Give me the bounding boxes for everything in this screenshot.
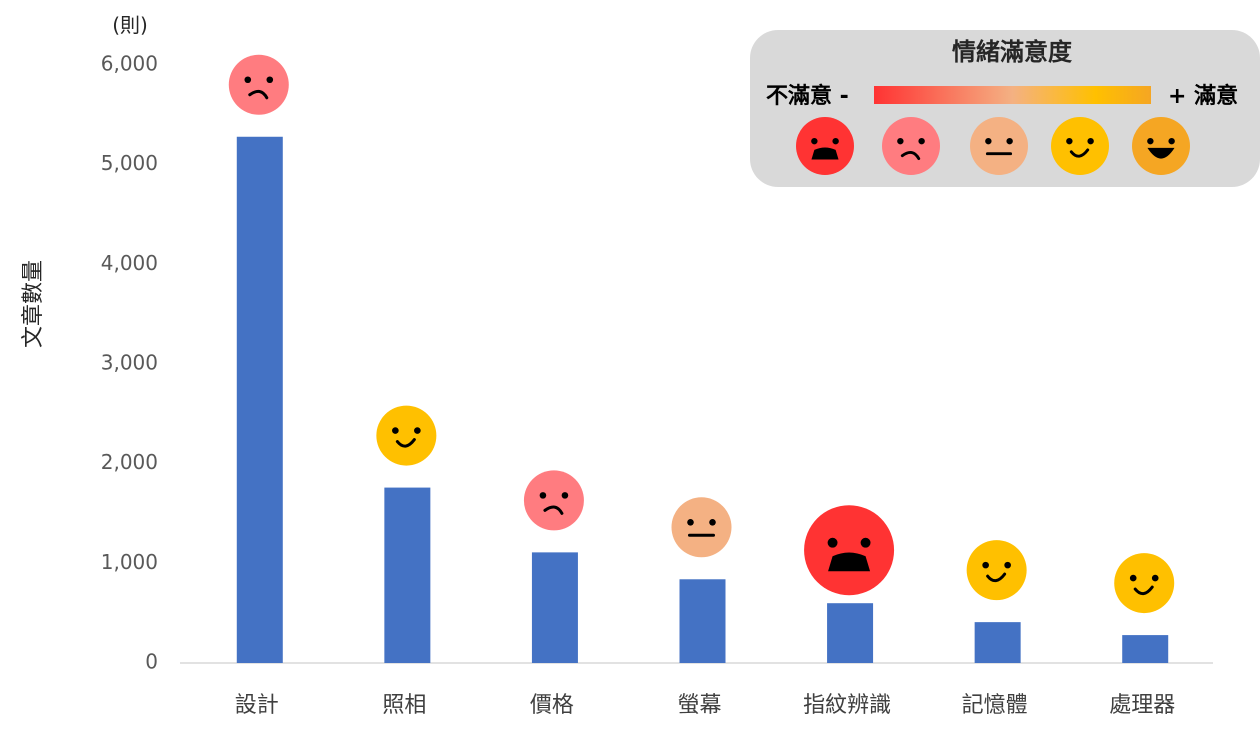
bar-2 <box>384 487 431 663</box>
x-tick-label: 照相 <box>382 693 426 718</box>
y-axis-title: 文章數量 <box>21 260 46 348</box>
x-tick-label: 記憶體 <box>962 693 1028 718</box>
x-tick-label: 處理器 <box>1109 693 1175 718</box>
legend-smile-face-icon <box>1051 117 1109 175</box>
legend-very-sad-face-icon <box>796 117 854 175</box>
x-tick-label: 螢幕 <box>677 693 721 718</box>
legend-low-label: 不滿意 - <box>766 83 849 109</box>
legend-grin-face-icon <box>1132 117 1190 175</box>
bar-sentiment-smile-face-icon <box>966 540 1027 601</box>
x-tick-label: 價格 <box>530 693 574 718</box>
legend: 情緒滿意度 不滿意 - + 滿意 <box>750 30 1260 187</box>
x-tick-label: 設計 <box>235 693 279 718</box>
bar-sentiment-smile-face-icon <box>1114 553 1175 614</box>
bar-5 <box>827 603 874 663</box>
legend-high-label: + 滿意 <box>1168 83 1238 109</box>
bar-7 <box>1122 635 1169 663</box>
bars-group <box>236 136 1169 663</box>
bar-4 <box>679 579 726 663</box>
x-tick-label: 指紋辨識 <box>803 693 891 718</box>
sentiment-faces-group <box>228 54 1175 614</box>
bar-sentiment-smile-face-icon <box>376 405 437 466</box>
y-tick-label: 5,000 <box>101 151 158 175</box>
bar-3 <box>531 552 578 663</box>
y-unit-label: (則) <box>112 13 148 37</box>
bar-sentiment-frown-face-icon <box>523 470 584 531</box>
legend-frown-face-icon <box>882 117 940 175</box>
legend-faces <box>796 117 1190 175</box>
y-axis-ticks: 0 1,000 2,000 3,000 4,000 5,000 6,000 <box>101 52 158 674</box>
bar-sentiment-very-sad-face-icon <box>804 505 895 596</box>
legend-neutral-face-icon <box>970 117 1028 175</box>
bar-6 <box>974 622 1021 663</box>
y-tick-label: 4,000 <box>101 251 158 275</box>
legend-gradient-bar <box>874 86 1151 104</box>
y-tick-label: 1,000 <box>101 550 158 574</box>
y-tick-label: 3,000 <box>101 351 158 375</box>
y-tick-label: 0 <box>145 650 158 674</box>
x-axis-labels: 設計 照相 價格 螢幕 指紋辨識 記憶體 處理器 <box>235 693 1175 718</box>
bar-sentiment-frown-face-icon <box>228 54 289 115</box>
legend-title: 情緒滿意度 <box>952 38 1073 66</box>
bar-sentiment-neutral-face-icon <box>671 497 732 558</box>
y-tick-label: 2,000 <box>101 450 158 474</box>
bar-1 <box>236 136 283 663</box>
y-tick-label: 6,000 <box>101 52 158 76</box>
